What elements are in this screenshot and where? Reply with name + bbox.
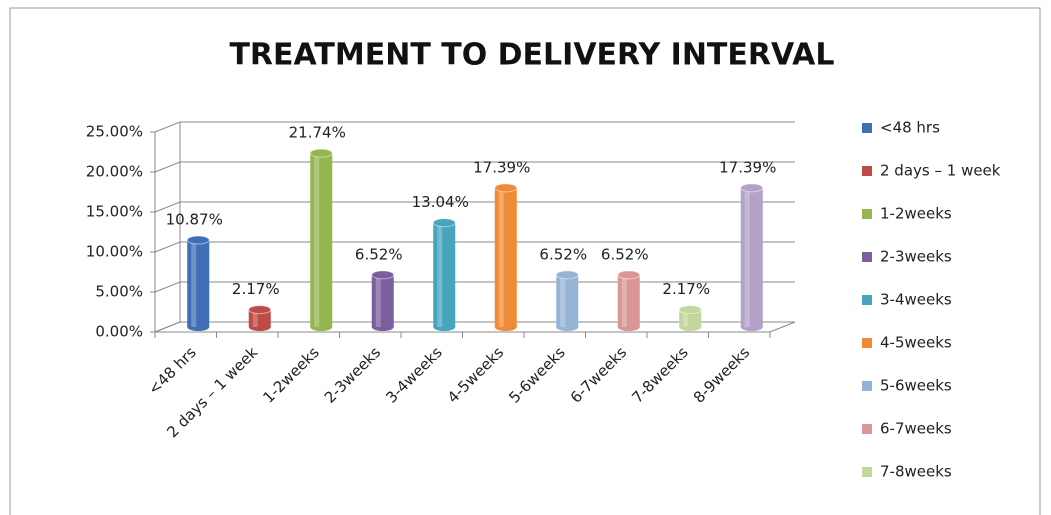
chart-border bbox=[9, 7, 1041, 515]
grid-line bbox=[154, 121, 795, 133]
legend-label: 2-3weeks bbox=[880, 248, 952, 266]
chart-title: TREATMENT TO DELIVERY INTERVAL bbox=[229, 38, 834, 73]
grid-line bbox=[154, 161, 795, 173]
x-tick-label: 2-3weeks bbox=[321, 343, 385, 407]
legend-label: 5-6weeks bbox=[880, 377, 952, 395]
legend-swatch bbox=[862, 467, 872, 477]
y-tick-label: 25.00% bbox=[86, 123, 143, 141]
value-label: 6.52% bbox=[355, 245, 403, 263]
legend-swatch bbox=[862, 209, 872, 219]
x-tick-label: 7-8weeks bbox=[628, 343, 692, 407]
legend-swatch bbox=[862, 381, 872, 391]
x-tick-label: <48 hrs bbox=[145, 343, 200, 398]
value-label: 2.17% bbox=[232, 280, 280, 298]
back-wall bbox=[154, 122, 796, 333]
value-label: 17.39% bbox=[719, 158, 776, 176]
grid-line bbox=[154, 201, 795, 213]
legend-swatch bbox=[862, 295, 872, 305]
legend-swatch bbox=[862, 252, 872, 262]
legend-label: 2 days – 1 week bbox=[880, 162, 1001, 180]
value-label: 6.52% bbox=[539, 245, 587, 263]
bar bbox=[555, 270, 579, 331]
legend-swatch bbox=[862, 166, 872, 176]
bar bbox=[248, 305, 272, 331]
legend-label: <48 hrs bbox=[880, 119, 940, 137]
bar bbox=[740, 183, 764, 331]
value-label: 17.39% bbox=[473, 158, 530, 176]
legend-label: 3-4weeks bbox=[880, 291, 952, 309]
legend-label: 1-2weeks bbox=[880, 205, 952, 223]
x-tick-label: 1-2weeks bbox=[259, 343, 323, 407]
legend-swatch bbox=[862, 338, 872, 348]
bar bbox=[494, 183, 518, 331]
y-tick-label: 15.00% bbox=[86, 203, 143, 221]
legend-swatch bbox=[862, 424, 872, 434]
legend-label: 6-7weeks bbox=[880, 420, 952, 438]
x-tick-label: 4-5weeks bbox=[444, 343, 508, 407]
x-tick-label: 5-6weeks bbox=[505, 343, 569, 407]
x-tick-label: 6-7weeks bbox=[567, 343, 631, 407]
value-label: 2.17% bbox=[662, 280, 710, 298]
value-label: 10.87% bbox=[166, 211, 223, 229]
grid-line bbox=[154, 241, 795, 253]
value-label: 13.04% bbox=[412, 193, 469, 211]
grid-line bbox=[154, 281, 795, 293]
x-tick-label: 8-9weeks bbox=[690, 343, 754, 407]
bar bbox=[617, 270, 641, 331]
y-tick-label: 5.00% bbox=[95, 283, 143, 301]
y-tick-label: 0.00% bbox=[95, 323, 143, 341]
bar bbox=[678, 305, 702, 331]
bar bbox=[186, 235, 210, 331]
legend-label: 7-8weeks bbox=[880, 463, 952, 481]
bar bbox=[432, 218, 456, 331]
y-tick-label: 20.00% bbox=[86, 163, 143, 181]
x-tick-label: 3-4weeks bbox=[382, 343, 446, 407]
legend-swatch bbox=[862, 123, 872, 133]
legend-label: 4-5weeks bbox=[880, 334, 952, 352]
y-tick-label: 10.00% bbox=[86, 243, 143, 261]
bar bbox=[309, 148, 333, 331]
value-label: 21.74% bbox=[289, 124, 346, 142]
grid-line bbox=[154, 321, 795, 333]
bar bbox=[371, 270, 395, 331]
value-label: 6.52% bbox=[601, 245, 649, 263]
